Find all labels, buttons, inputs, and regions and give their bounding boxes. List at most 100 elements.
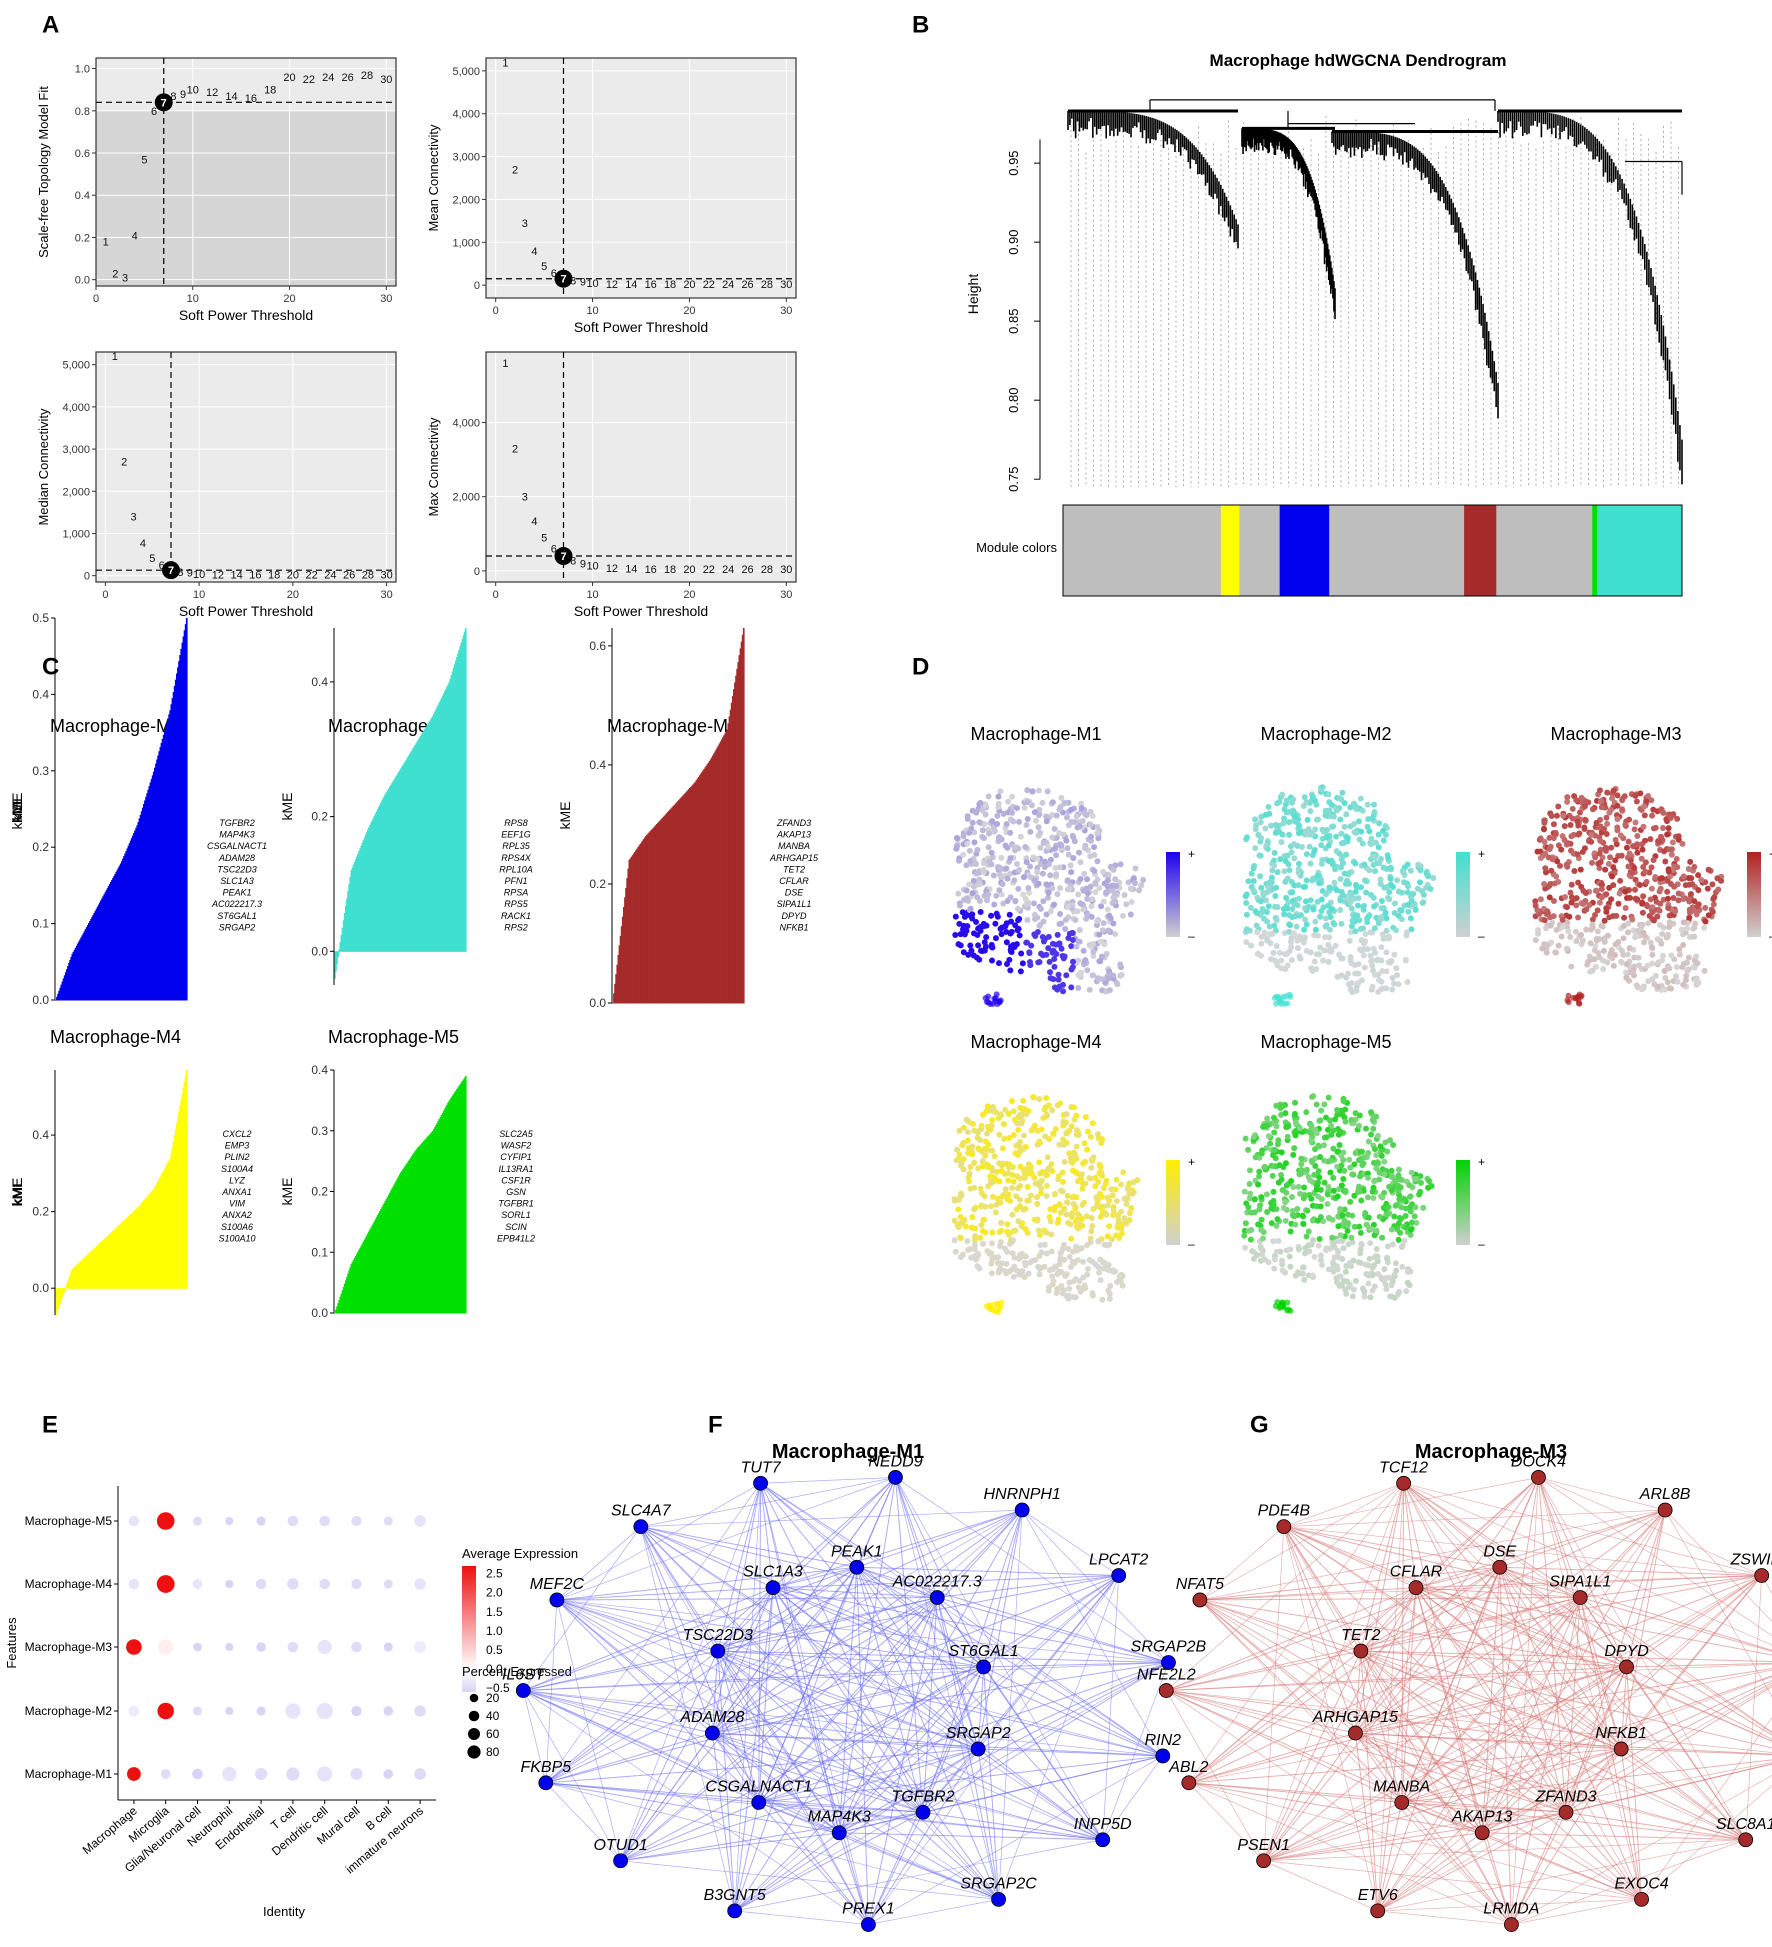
cell-point — [1601, 917, 1608, 924]
cell-point — [1384, 1211, 1391, 1218]
kme-bar — [393, 779, 396, 952]
kme-bar — [101, 1241, 103, 1289]
cell-point — [1043, 1172, 1050, 1179]
cell-point — [1349, 917, 1356, 924]
kme-bar — [100, 900, 102, 1001]
cell-point — [1332, 866, 1339, 873]
kme-bar — [456, 656, 458, 952]
cell-point — [1121, 1215, 1128, 1222]
plot-border — [485, 351, 797, 583]
cell-point — [1034, 869, 1041, 876]
cell-point — [1106, 1223, 1113, 1230]
cell-point — [1546, 882, 1553, 889]
kme-bar — [441, 695, 444, 952]
cell-point — [1318, 842, 1325, 849]
cell-point — [1596, 865, 1603, 872]
y-tick-label: 0.0 — [32, 1281, 49, 1295]
y-axis-label: kME — [279, 1178, 295, 1206]
selected-power-label: 7 — [560, 274, 566, 286]
cell-point — [1247, 942, 1254, 949]
y-axis-label: Median Connectivity — [36, 408, 51, 526]
legend-high-label: + — [1478, 847, 1485, 861]
cell-point — [1351, 1192, 1358, 1199]
cell-point — [1025, 1197, 1032, 1204]
cell-point — [1041, 1241, 1048, 1248]
cell-point — [1029, 788, 1036, 795]
cell-point — [978, 1221, 985, 1228]
cell-point — [1691, 898, 1698, 905]
cell-point — [983, 1130, 990, 1137]
cell-point — [1070, 1294, 1077, 1301]
y-tick-label: 0.2 — [311, 1185, 328, 1199]
cell-point — [1044, 788, 1051, 795]
cell-point — [1614, 792, 1621, 799]
cell-point — [1602, 844, 1609, 851]
cell-point — [1063, 1111, 1070, 1118]
cell-point — [1273, 884, 1280, 891]
cell-point — [1623, 974, 1630, 981]
cell-point — [968, 1150, 975, 1157]
power-label: 9 — [580, 558, 586, 570]
cell-point — [1642, 859, 1649, 866]
kme-bar — [438, 1119, 441, 1314]
cell-point — [1056, 940, 1063, 947]
cell-point — [1666, 965, 1673, 972]
cell-point — [1296, 1171, 1303, 1178]
cell-point — [960, 949, 967, 956]
cell-point — [1609, 795, 1616, 802]
cell-point — [1669, 839, 1676, 846]
cell-point — [1126, 1210, 1133, 1217]
cell-point — [1348, 923, 1355, 930]
power-label: 12 — [606, 279, 618, 291]
cell-point — [1289, 889, 1296, 896]
cell-point — [1088, 833, 1095, 840]
cell-point — [1007, 1197, 1014, 1204]
cell-point — [1398, 907, 1405, 914]
power-label: 26 — [343, 569, 355, 581]
cell-point — [967, 942, 974, 949]
power-label: 9 — [580, 277, 586, 289]
cell-point — [1049, 885, 1056, 892]
cell-point — [1343, 1290, 1350, 1297]
kme-bar — [67, 966, 69, 1001]
cell-point — [1569, 815, 1576, 822]
kme-bar — [80, 1260, 82, 1289]
cell-point — [1284, 1000, 1291, 1007]
kme-bar — [380, 802, 382, 952]
kme-bar — [105, 1237, 108, 1289]
y-axis-label: Mean Connectivity — [426, 124, 441, 231]
cell-point — [1303, 799, 1310, 806]
kme-bar — [167, 718, 169, 1001]
expression-dot — [222, 1766, 237, 1782]
cell-point — [1412, 906, 1419, 913]
cell-point — [976, 881, 983, 888]
cell-point — [1693, 953, 1700, 960]
cell-point — [1056, 806, 1063, 813]
kme-bar — [78, 1262, 80, 1289]
power-label: 30 — [780, 564, 792, 576]
cell-point — [967, 1185, 974, 1192]
cell-point — [1655, 906, 1662, 913]
kme-bar — [376, 1215, 379, 1314]
cell-point — [1260, 889, 1267, 896]
cell-point — [998, 1260, 1005, 1267]
kme-bar — [59, 987, 62, 1001]
cell-point — [1287, 993, 1294, 1000]
cell-point — [1342, 1118, 1349, 1125]
power-label: 16 — [645, 564, 657, 576]
cell-point — [1265, 1133, 1272, 1140]
cell-point — [960, 833, 967, 840]
cell-point — [996, 1160, 1003, 1167]
expression-dot — [192, 1768, 203, 1780]
cell-point — [1308, 1195, 1315, 1202]
kme-bar — [184, 624, 187, 1001]
module-segment — [1592, 505, 1598, 596]
kme-bar — [60, 984, 63, 1001]
cell-point — [1051, 956, 1058, 963]
cell-point — [994, 1195, 1001, 1202]
cell-point — [1387, 875, 1394, 882]
size-legend-dot — [468, 1710, 480, 1722]
kme-bar — [451, 671, 454, 952]
cell-point — [1309, 1272, 1316, 1279]
